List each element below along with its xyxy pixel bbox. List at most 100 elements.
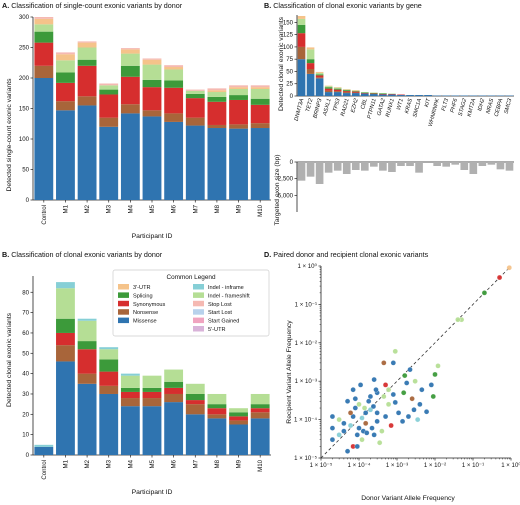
bar-segment — [229, 85, 248, 88]
bar-segment — [207, 404, 227, 409]
bar-segment — [120, 104, 140, 114]
x-tick-label: M2 — [84, 459, 91, 468]
bar-segment — [99, 393, 119, 455]
bar-segment — [34, 24, 54, 32]
bar-segment — [164, 87, 184, 114]
bar-segment — [99, 85, 119, 90]
bar-segment — [306, 63, 315, 69]
gene-label: SMC1A — [412, 98, 423, 118]
legend-swatch — [118, 309, 129, 315]
bar-segment — [324, 92, 333, 96]
bar-segment — [164, 121, 184, 200]
bar-segment — [229, 128, 248, 200]
exon-size-bar — [451, 162, 460, 165]
y-tick-label: 50 — [22, 350, 29, 357]
scatter-point — [329, 437, 336, 443]
bar-segment — [306, 73, 315, 96]
legend-frame — [112, 269, 270, 337]
bar-segment — [333, 89, 342, 92]
bar-segment — [56, 288, 75, 319]
y-tick-label: 75 — [286, 56, 293, 63]
bar-segment — [99, 126, 119, 200]
scatter-point — [356, 425, 362, 431]
y-tick-label: 1 × 10⁻³ — [295, 378, 317, 385]
bar-segment — [207, 101, 227, 125]
scatter-point — [405, 413, 412, 420]
bar-segment — [229, 416, 248, 421]
scatter-point — [357, 382, 364, 388]
bar-segment — [250, 85, 270, 88]
gene-label: IDH2 — [477, 97, 486, 112]
bar-segment — [250, 393, 270, 405]
legend-swatch — [193, 309, 204, 315]
bar-segment — [229, 420, 248, 425]
bar-segment — [77, 96, 97, 106]
exon-size-bar — [342, 162, 351, 174]
gene-label: CBL — [360, 98, 369, 110]
scatter-point — [344, 398, 351, 404]
exon-size-bar — [415, 162, 423, 173]
panel-b-gene-title: B. Classification of clonal exonic varia… — [264, 1, 422, 10]
bar-segment — [342, 90, 351, 92]
scatter-point — [455, 317, 461, 323]
bar-segment — [185, 125, 205, 200]
x-tick-label: M4 — [127, 459, 134, 468]
bar-segment — [77, 47, 97, 60]
scatter-point — [392, 348, 398, 354]
bar-segment — [185, 393, 205, 401]
bar-segment — [142, 375, 162, 388]
bar-segment — [229, 99, 248, 125]
scatter-point — [496, 274, 503, 281]
bar-segment — [56, 60, 75, 73]
bar-segment — [99, 89, 119, 95]
bar-segment — [297, 33, 306, 47]
y-tick-label: 1 × 10⁰ — [297, 263, 317, 270]
bar-segment — [342, 91, 351, 93]
bar-segment — [207, 96, 227, 102]
scatter-point — [430, 393, 436, 400]
bar-segment — [207, 414, 227, 419]
exon-tick-label: 5,000 — [278, 192, 294, 199]
x-tick-label: M8 — [214, 459, 221, 468]
exon-size-bar — [333, 162, 342, 171]
bar-segment — [324, 86, 333, 88]
bar-segment — [120, 373, 140, 376]
scatter-point — [411, 407, 417, 413]
gene-label: WT1 — [396, 98, 405, 111]
exon-size-bar — [370, 162, 378, 167]
x-tick-label: M6 — [171, 459, 178, 468]
panel-b-gene-ylabel: Detected clonal exonic variants — [278, 16, 285, 111]
scatter-point — [506, 265, 512, 271]
legend-swatch — [118, 300, 129, 307]
y-tick-label: 1 × 10⁻² — [295, 340, 317, 347]
y-tick-label: 50 — [286, 68, 293, 75]
scatter-point — [364, 430, 370, 436]
scatter-point — [347, 422, 354, 429]
bar-segment — [164, 113, 184, 122]
bar-segment — [142, 391, 162, 399]
bar-segment — [397, 95, 405, 96]
bar-segment — [142, 87, 162, 111]
bar-segment — [120, 48, 140, 50]
bar-segment — [315, 71, 324, 73]
x-tick-label: 1 × 10⁻² — [424, 462, 446, 469]
scatter-point — [404, 380, 410, 386]
bar-segment — [315, 75, 324, 78]
panel-b-donor-title: B. Classification of clonal exonic varia… — [2, 250, 163, 259]
bar-segment — [164, 393, 184, 403]
bar-segment — [99, 347, 119, 350]
x-tick-label: M7 — [192, 204, 199, 213]
bar-segment — [306, 69, 315, 74]
bar-segment — [250, 404, 270, 409]
bar-segment — [56, 52, 75, 55]
bar-segment — [342, 93, 351, 96]
scatter-point — [402, 372, 408, 379]
x-tick-label: M2 — [84, 204, 91, 213]
bar-segment — [315, 72, 324, 75]
bar-segment — [99, 349, 119, 360]
panel-d-ylabel: Recipient Variant Allele Frequency — [286, 320, 293, 424]
scatter-point — [367, 393, 374, 400]
x-tick-label: M9 — [236, 459, 243, 468]
bar-segment — [34, 446, 54, 455]
bar-segment — [360, 93, 369, 96]
